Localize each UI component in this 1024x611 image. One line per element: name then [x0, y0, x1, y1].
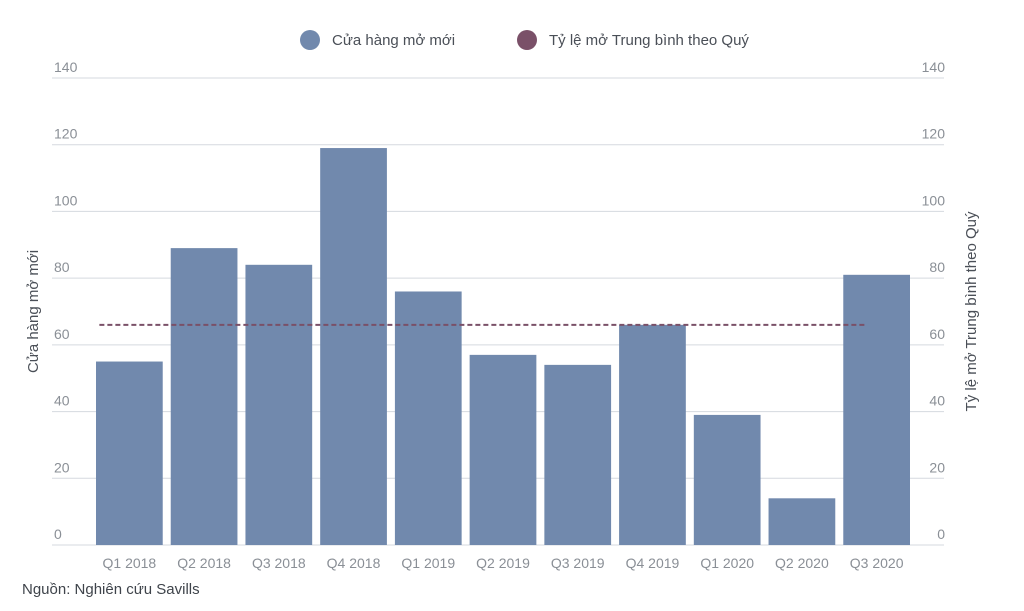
bar — [394, 291, 462, 545]
legend-marker-line — [517, 30, 537, 50]
x-tick-label: Q3 2019 — [551, 555, 605, 571]
x-tick-label: Q2 2020 — [775, 555, 829, 571]
y-tick-label-left: 100 — [54, 192, 78, 208]
y-tick-label-left: 20 — [54, 459, 70, 475]
legend-label-new-stores: Cửa hàng mở mới — [332, 31, 456, 49]
bar — [245, 264, 313, 545]
bar — [843, 274, 910, 545]
bar — [320, 148, 387, 546]
x-tick-label: Q2 2018 — [177, 555, 231, 571]
bar — [768, 498, 836, 545]
legend-marker-bars — [300, 30, 320, 50]
bar — [469, 354, 537, 545]
y-tick-label-right: 20 — [929, 459, 945, 475]
legend-item-average-rate[interactable]: Tỷ lệ mở Trung bình theo Quý — [517, 30, 749, 50]
y-tick-label-right: 100 — [922, 192, 946, 208]
x-tick-label: Q1 2018 — [103, 555, 157, 571]
y-tick-label-left: 0 — [54, 526, 62, 542]
y-tick-label-left: 60 — [54, 326, 70, 342]
legend-label-average-rate: Tỷ lệ mở Trung bình theo Quý — [549, 31, 749, 49]
y-tick-label-right: 80 — [929, 259, 945, 275]
y-tick-label-right: 140 — [922, 59, 946, 75]
y-axis-title-right: Tỷ lệ mở Trung bình theo Quý — [963, 211, 980, 411]
x-tick-label: Q3 2018 — [252, 555, 306, 571]
x-tick-label: Q2 2019 — [476, 555, 530, 571]
bar — [544, 364, 612, 545]
y-tick-label-left: 120 — [54, 126, 78, 142]
y-tick-label-left: 40 — [54, 393, 70, 409]
bar — [170, 248, 238, 545]
legend-item-new-stores[interactable]: Cửa hàng mở mới — [300, 30, 455, 50]
bar — [619, 324, 686, 545]
x-tick-label: Q1 2020 — [700, 555, 754, 571]
x-tick-label: Q4 2018 — [327, 555, 381, 571]
legend: Cửa hàng mở mới Tỷ lệ mở Trung bình theo… — [0, 30, 1024, 58]
y-tick-label-right: 60 — [929, 326, 945, 342]
y-tick-label-right: 40 — [929, 393, 945, 409]
y-axis-title-left: Cửa hàng mở mới — [25, 250, 42, 373]
bar — [96, 361, 163, 545]
y-tick-label-right: 0 — [937, 526, 945, 542]
x-tick-label: Q1 2019 — [401, 555, 455, 571]
y-tick-label-left: 80 — [54, 259, 70, 275]
y-tick-label-left: 140 — [54, 59, 78, 75]
source-note: Nguồn: Nghiên cứu Savills — [22, 581, 200, 598]
x-tick-label: Q4 2019 — [626, 555, 680, 571]
x-tick-label: Q3 2020 — [850, 555, 904, 571]
bar — [693, 414, 761, 545]
y-tick-label-right: 120 — [922, 126, 946, 142]
